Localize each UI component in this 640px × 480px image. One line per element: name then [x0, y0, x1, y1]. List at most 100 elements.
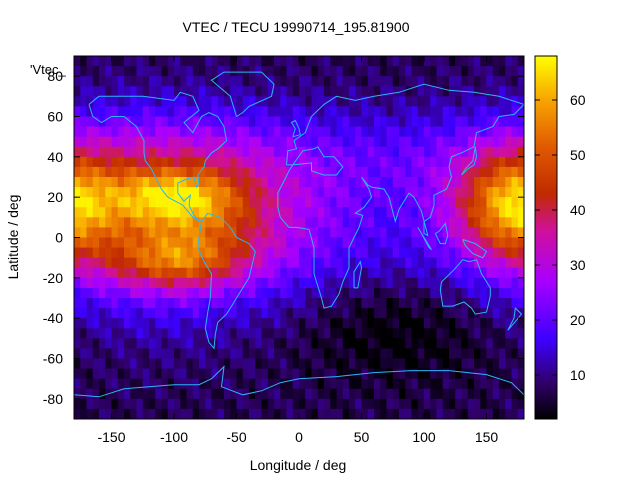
heatmap-cell	[449, 207, 456, 218]
heatmap-cell	[442, 56, 450, 67]
heatmap-cell	[192, 378, 200, 390]
heatmap-cell	[330, 287, 338, 299]
heatmap-cell	[236, 106, 244, 118]
heatmap-cell	[117, 348, 125, 360]
heatmap-cell	[86, 86, 94, 97]
heatmap-cell	[292, 66, 300, 77]
heatmap-cell	[267, 96, 275, 108]
heatmap-cell	[161, 298, 169, 309]
heatmap-cell	[292, 328, 300, 339]
heatmap-cell	[142, 187, 150, 198]
heatmap-cell	[111, 207, 119, 218]
heatmap-cell	[142, 257, 150, 269]
heatmap-cell	[105, 368, 113, 380]
heatmap-cell	[236, 156, 244, 168]
heatmap-cell	[255, 166, 263, 178]
heatmap-cell	[317, 106, 325, 118]
heatmap-cell	[117, 136, 125, 148]
heatmap-cell	[442, 308, 450, 319]
heatmap-cell	[317, 358, 325, 370]
heatmap-cell	[230, 398, 238, 410]
heatmap-cell	[386, 96, 394, 108]
heatmap-cell	[405, 257, 413, 269]
heatmap-cell	[261, 227, 269, 239]
heatmap-cell	[99, 126, 106, 138]
heatmap-cell	[186, 156, 194, 168]
heatmap-cell	[461, 257, 469, 269]
heatmap-cell	[99, 408, 106, 419]
heatmap-cell	[374, 298, 381, 309]
heatmap-cell	[480, 277, 488, 289]
heatmap-cell	[392, 66, 400, 77]
heatmap-cell	[492, 237, 500, 249]
heatmap-cell	[211, 66, 219, 77]
heatmap-cell	[142, 308, 150, 319]
heatmap-cell	[217, 328, 225, 339]
heatmap-cell	[224, 368, 231, 380]
heatmap-cell	[436, 126, 444, 138]
heatmap-cell	[155, 328, 163, 339]
heatmap-cell	[280, 328, 288, 339]
heatmap-cell	[417, 388, 425, 400]
heatmap-cell	[411, 298, 419, 309]
heatmap-cell	[299, 177, 306, 188]
heatmap-cell	[386, 298, 394, 309]
heatmap-cell	[236, 146, 244, 158]
heatmap-cell	[124, 217, 131, 229]
heatmap-cell	[517, 378, 524, 390]
heatmap-cell	[267, 338, 275, 350]
heatmap-cell	[336, 116, 344, 128]
heatmap-cell	[374, 76, 381, 87]
heatmap-cell	[180, 66, 188, 77]
heatmap-cell	[367, 96, 375, 108]
heatmap-cell	[180, 76, 188, 87]
heatmap-cell	[274, 257, 281, 269]
heatmap-cell	[130, 227, 138, 239]
heatmap-cell	[124, 66, 131, 77]
heatmap-cell	[367, 368, 375, 380]
heatmap-cell	[399, 187, 406, 198]
heatmap-cell	[155, 76, 163, 87]
heatmap-cell	[386, 106, 394, 118]
heatmap-cell	[224, 267, 231, 279]
heatmap-cell	[455, 287, 463, 299]
heatmap-cell	[411, 368, 419, 380]
heatmap-cell	[299, 247, 306, 259]
heatmap-cell	[292, 277, 300, 289]
heatmap-cell	[430, 106, 438, 118]
heatmap-cell	[505, 106, 513, 118]
heatmap-cell	[205, 257, 213, 269]
heatmap-cell	[261, 247, 269, 259]
heatmap-cell	[336, 217, 344, 229]
heatmap-cell	[111, 197, 119, 208]
heatmap-cell	[392, 298, 400, 309]
heatmap-cell	[399, 408, 406, 419]
heatmap-cell	[392, 267, 400, 279]
heatmap-cell	[142, 126, 150, 138]
heatmap-cell	[149, 298, 156, 309]
heatmap-cell	[155, 368, 163, 380]
heatmap-cell	[374, 86, 381, 97]
heatmap-cell	[186, 217, 194, 229]
heatmap-cell	[242, 136, 250, 148]
heatmap-cell	[430, 348, 438, 360]
heatmap-cell	[180, 156, 188, 168]
heatmap-cell	[105, 267, 113, 279]
heatmap-cell	[174, 338, 181, 350]
heatmap-cell	[124, 227, 131, 239]
heatmap-cell	[249, 308, 256, 319]
heatmap-cell	[380, 237, 388, 249]
heatmap-cell	[455, 348, 463, 360]
heatmap-cell	[311, 287, 319, 299]
heatmap-cell	[292, 338, 300, 350]
heatmap-cell	[405, 187, 413, 198]
heatmap-cell	[299, 308, 306, 319]
heatmap-cell	[436, 308, 444, 319]
heatmap-cell	[342, 136, 350, 148]
heatmap-cell	[442, 398, 450, 410]
heatmap-cell	[374, 328, 381, 339]
coastline-eurasia-africa	[277, 83, 524, 309]
heatmap-cell	[342, 338, 350, 350]
heatmap-cell	[92, 106, 100, 118]
heatmap-cell	[92, 116, 100, 128]
